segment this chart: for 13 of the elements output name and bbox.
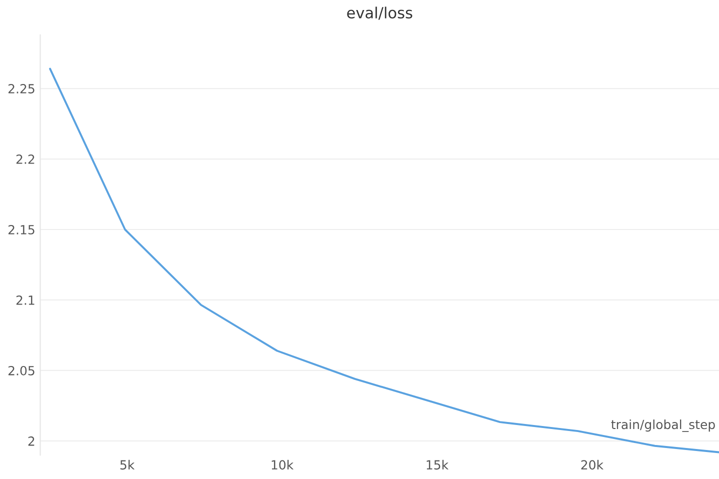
x-tick-label: 5k [120, 460, 135, 470]
y-tick-label: 2.05 [8, 366, 34, 376]
x-tick-label: 10k [272, 460, 294, 470]
y-tick-label: 2.2 [16, 154, 34, 164]
x-tick-label: 20k [581, 460, 604, 470]
y-tick-label: 2 [28, 436, 34, 446]
y-tick-label: 2.1 [16, 295, 34, 305]
y-tick-label: 2.25 [8, 84, 34, 94]
y-tick-label: 2.15 [8, 224, 34, 234]
x-tick-label: 15k [426, 460, 449, 470]
chart-title: eval/loss [347, 6, 412, 20]
line-series [49, 68, 719, 454]
x-axis-title: train/global_step [611, 420, 715, 432]
